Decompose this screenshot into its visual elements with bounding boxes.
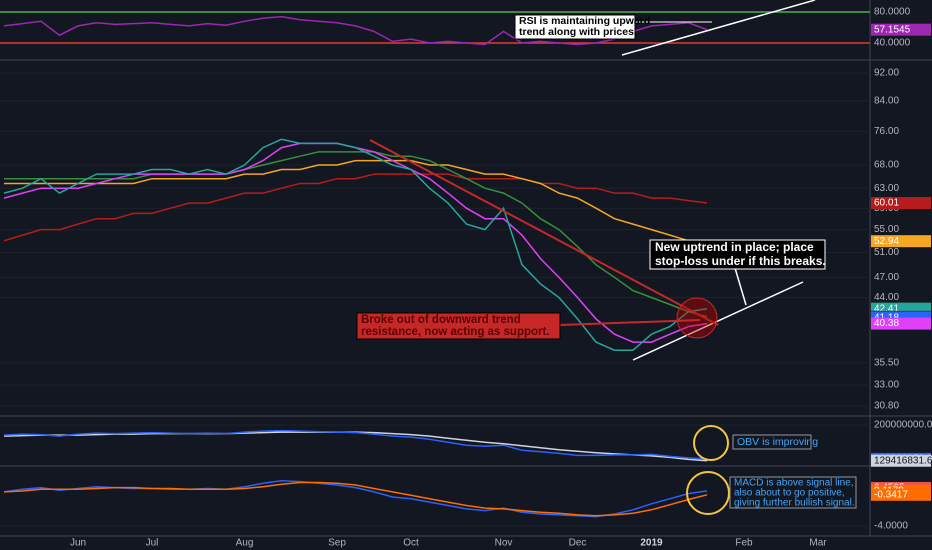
annotation-text: also about to go positive,: [734, 488, 845, 499]
annotation-text: MACD is above signal line,: [734, 478, 854, 489]
annotation-box: [649, 239, 826, 270]
y-tick-label: 63.00: [874, 183, 899, 194]
x-tick-label: Aug: [236, 538, 254, 549]
annotation-text: OBV is improving: [737, 436, 818, 448]
annotation-text: trend along with prices.: [519, 26, 637, 38]
price-label: -0.3417: [874, 489, 908, 500]
annotation-box: [729, 476, 857, 509]
x-tick-label: Mar: [809, 538, 827, 549]
y-tick-label: 44.00: [874, 292, 899, 303]
y-tick-label: -4.0000: [874, 521, 908, 532]
series-line: [3, 15, 708, 46]
marks: 80.0000 40.0000 57.1545 92.00 84.00 76.00 68.0…: [0, 7, 932, 549]
y-tick-label: 33.00: [874, 380, 899, 391]
trend-line: [632, 281, 804, 361]
y-tick-label: 35.50: [874, 357, 899, 368]
price-label-box: [871, 488, 931, 501]
y-tick-label: 30.80: [874, 401, 899, 412]
annotation-box: [514, 14, 636, 40]
price-label-box: [871, 23, 931, 36]
x-tick-label: Jul: [146, 538, 159, 549]
y-tick-label: 92.00: [874, 68, 899, 79]
price-label-box: [871, 197, 931, 210]
series-line: [3, 481, 708, 517]
arrow: [559, 319, 701, 326]
y-tick-label: 51.00: [874, 247, 899, 258]
series-line: [3, 138, 708, 351]
x-tick-label: Oct: [403, 538, 419, 549]
x-tick-label: 2019: [640, 538, 663, 549]
price-label: 42.41: [874, 303, 899, 314]
y-tick-label: 47.00: [874, 272, 899, 283]
annotation-text: Broke out of downward trend: [361, 314, 521, 326]
annotation-text: stop-loss under if this breaks.: [655, 254, 826, 268]
x-tick-label: Feb: [735, 538, 753, 549]
annotation-text: giving further bullish signal.: [734, 498, 855, 509]
y-tick-label: 80.0000: [874, 7, 911, 18]
price-label: 60.01: [874, 198, 899, 209]
x-tick-label: Dec: [569, 538, 587, 549]
highlight-circle: [676, 297, 718, 339]
price-label-box: [871, 454, 931, 467]
y-tick-label: 68.00: [874, 160, 899, 171]
annotation-box: [732, 434, 812, 450]
trend-line: [621, 0, 816, 56]
y-tick-label: 200000000.0000: [874, 420, 932, 431]
annotation-text: New uptrend in place; place: [655, 240, 814, 254]
price-label: 129416831.6652: [874, 455, 932, 466]
y-tick-label: 84.00: [874, 95, 899, 106]
y-tick-label: 40.0000: [874, 38, 911, 49]
price-label: 40.38: [874, 318, 899, 329]
x-tick-label: Sep: [328, 538, 346, 549]
highlight-circle: [693, 425, 729, 461]
price-label-box: [871, 317, 931, 330]
price-label: 57.1545: [874, 24, 911, 35]
arrow: [734, 267, 747, 306]
annotation-text: RSI is maintaining upward: [519, 15, 650, 27]
series-line: [4, 159, 708, 242]
series-line: [4, 151, 708, 318]
trend-line: [369, 139, 719, 326]
annotation-text: resistance, now acting as support.: [361, 326, 550, 338]
series-line: [3, 173, 708, 242]
series-line: [3, 429, 708, 460]
price-label: 52.94: [874, 236, 899, 247]
y-tick-label: 76.00: [874, 126, 899, 137]
x-tick-label: Jun: [70, 538, 86, 549]
price-label-box: [871, 235, 931, 248]
annotation-box: [356, 312, 561, 340]
x-tick-label: Nov: [495, 538, 513, 549]
highlight-circle: [686, 471, 730, 515]
y-tick-label: 55.00: [874, 224, 899, 235]
